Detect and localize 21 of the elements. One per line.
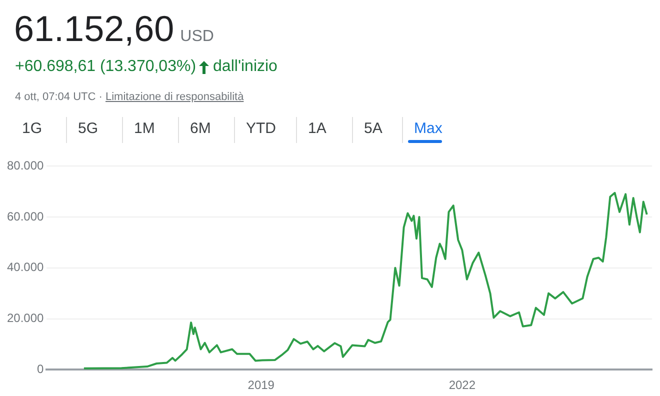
text: dall'inizio xyxy=(213,58,278,76)
text: 1M xyxy=(133,120,156,137)
y-tick-label: 0 xyxy=(37,362,44,376)
y-tick-label: 40.000 xyxy=(7,260,44,274)
text: Limitazione di responsabilità xyxy=(106,91,244,103)
text: 5G xyxy=(77,120,100,137)
text: 1A xyxy=(307,120,328,137)
chart-title: 61.152,60 xyxy=(14,8,174,49)
x-tick-label: 2022 xyxy=(448,378,476,392)
text: +60.698,61 (13.370,03%) xyxy=(15,58,196,76)
text: 5A xyxy=(363,120,384,137)
text: 6M xyxy=(189,120,212,137)
y-tick-label: 80.000 xyxy=(7,158,44,173)
text: 1G xyxy=(21,120,44,137)
x-tick-label: 2019 xyxy=(248,378,275,392)
text: YTD xyxy=(245,120,277,137)
y-tick-label: 60.000 xyxy=(7,209,44,224)
chart-subtitle: USD xyxy=(180,28,214,45)
text: 4 ott, 07:04 UTC · xyxy=(15,91,104,103)
text: Max xyxy=(413,120,444,137)
y-tick-label: 20.000 xyxy=(7,311,44,326)
